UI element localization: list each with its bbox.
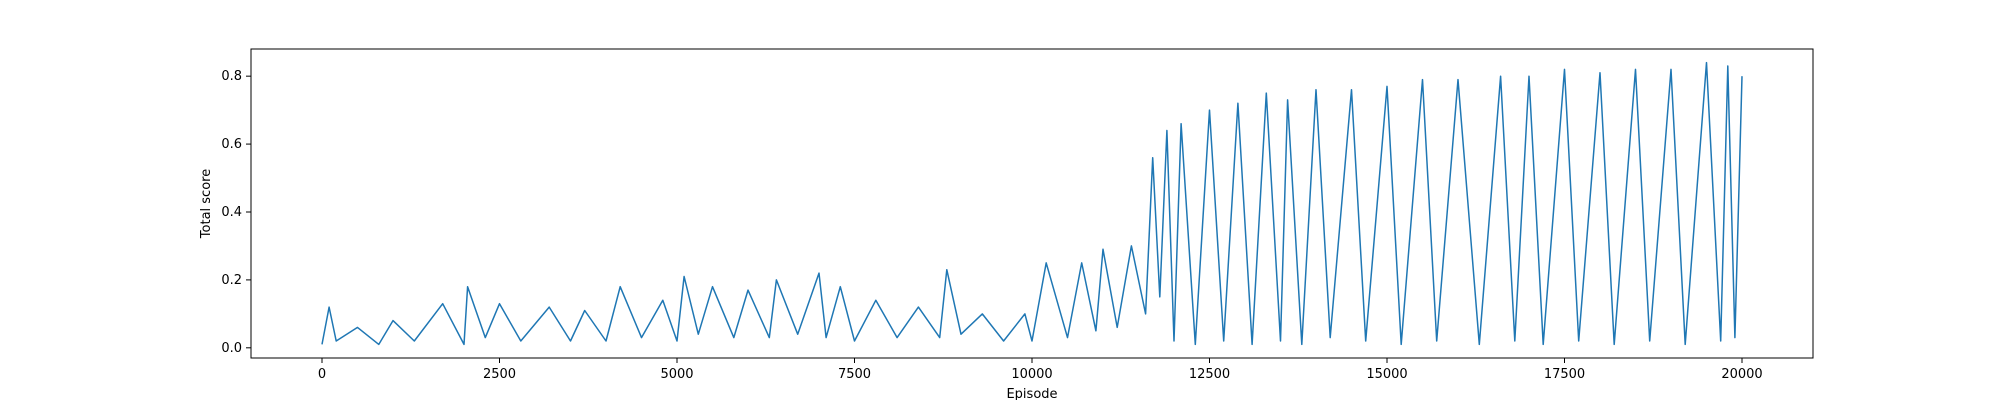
x-tick-label: 7500 <box>838 367 871 382</box>
y-tick-label: 0.0 <box>221 341 242 356</box>
plot-area <box>321 61 1743 346</box>
y-axis: 0.0 0.2 0.4 0.6 0.8 <box>221 69 251 356</box>
x-tick-label: 0 <box>318 367 326 382</box>
x-tick-label: 5000 <box>660 367 693 382</box>
x-tick-label: 10000 <box>1011 367 1052 382</box>
y-tick-label: 0.2 <box>221 273 242 288</box>
series-line-0 <box>321 61 1743 346</box>
x-tick-label: 20000 <box>1721 367 1762 382</box>
x-tick-label: 12500 <box>1189 367 1230 382</box>
x-tick-label: 17500 <box>1544 367 1585 382</box>
x-tick-label: 15000 <box>1366 367 1407 382</box>
x-axis-label: Episode <box>1006 387 1057 400</box>
x-tick-label: 2500 <box>483 367 516 382</box>
y-tick-label: 0.8 <box>221 69 242 84</box>
y-axis-label: Total score <box>199 169 214 239</box>
y-tick-label: 0.6 <box>221 137 242 152</box>
x-axis: 0 2500 5000 7500 10000 12500 15000 17500 20000 <box>318 358 1763 382</box>
y-tick-label: 0.4 <box>221 205 242 220</box>
